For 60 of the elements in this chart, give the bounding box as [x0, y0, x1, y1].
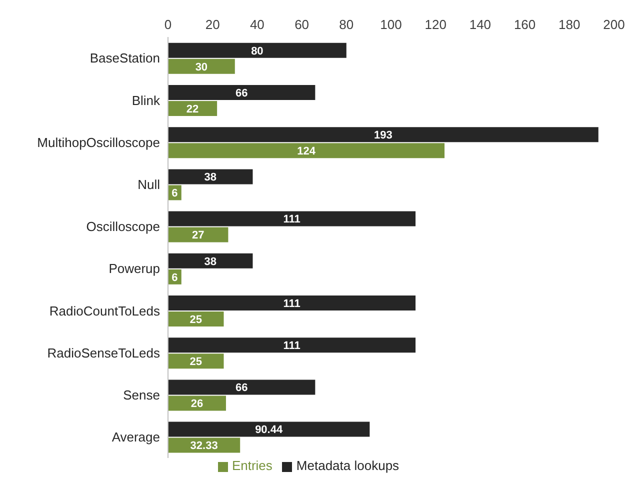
- bar: [168, 253, 253, 268]
- bar: [168, 58, 235, 74]
- y-tick-label: Average: [112, 430, 160, 445]
- bar: [168, 354, 224, 369]
- bar: [168, 227, 228, 242]
- bar: [168, 380, 316, 395]
- y-tick-label: MultihopOscilloscope: [37, 134, 160, 150]
- x-tick-label: 40: [250, 17, 264, 32]
- data-label: 22: [186, 103, 199, 116]
- y-tick-label: RadioCountToLeds: [49, 303, 160, 318]
- data-label: 30: [195, 61, 208, 74]
- data-label: 111: [283, 214, 300, 226]
- x-tick-label: 0: [164, 17, 172, 32]
- data-label: 80: [251, 45, 264, 58]
- data-label: 111: [283, 298, 300, 310]
- data-label: 90.44: [255, 424, 284, 436]
- x-tick-label: 180: [558, 17, 580, 32]
- data-label: 66: [235, 87, 248, 100]
- data-label: 6: [172, 188, 178, 200]
- x-tick-label: 140: [469, 17, 492, 32]
- x-tick-label: 20: [205, 17, 220, 32]
- y-tick-label: Blink: [132, 92, 160, 108]
- legend-label: Metadata lookups: [296, 458, 400, 473]
- bar: [168, 422, 370, 437]
- bar: [168, 127, 598, 142]
- bar: [168, 84, 316, 100]
- bar: [168, 396, 226, 411]
- data-label: 66: [235, 382, 248, 394]
- y-tick-label: RadioSenseToLeds: [47, 345, 160, 360]
- bar: [168, 143, 445, 158]
- bar: [168, 42, 346, 58]
- data-label: 38: [204, 172, 216, 184]
- x-tick-label: 100: [380, 17, 402, 32]
- x-tick-label: 60: [294, 17, 310, 32]
- y-tick-label: Oscilloscope: [86, 219, 160, 234]
- x-tick-label: 120: [424, 17, 446, 32]
- y-tick-label: Sense: [123, 387, 160, 402]
- data-label: 32.33: [190, 440, 218, 452]
- bar: [168, 295, 416, 310]
- x-tick-label: 160: [514, 17, 536, 32]
- data-label: 25: [190, 314, 202, 326]
- data-label: 124: [297, 146, 316, 158]
- legend-label: Entries: [232, 458, 272, 473]
- data-label: 27: [192, 230, 204, 242]
- data-label: 26: [190, 398, 204, 410]
- bar: [168, 211, 416, 226]
- bar: [168, 100, 218, 116]
- bar: [168, 311, 224, 326]
- data-label: 111: [283, 340, 300, 352]
- data-label: 6: [172, 272, 178, 284]
- data-label: 38: [204, 256, 216, 268]
- x-tick-label: 80: [339, 17, 354, 32]
- x-tick-label: 200: [603, 17, 625, 32]
- y-tick-label: Null: [138, 176, 160, 192]
- y-tick-label: Powerup: [108, 261, 160, 276]
- data-label: 25: [190, 356, 202, 368]
- data-label: 193: [374, 130, 392, 142]
- bar: [168, 169, 253, 184]
- y-tick-label: BaseStation: [90, 50, 160, 66]
- bar: [168, 338, 416, 353]
